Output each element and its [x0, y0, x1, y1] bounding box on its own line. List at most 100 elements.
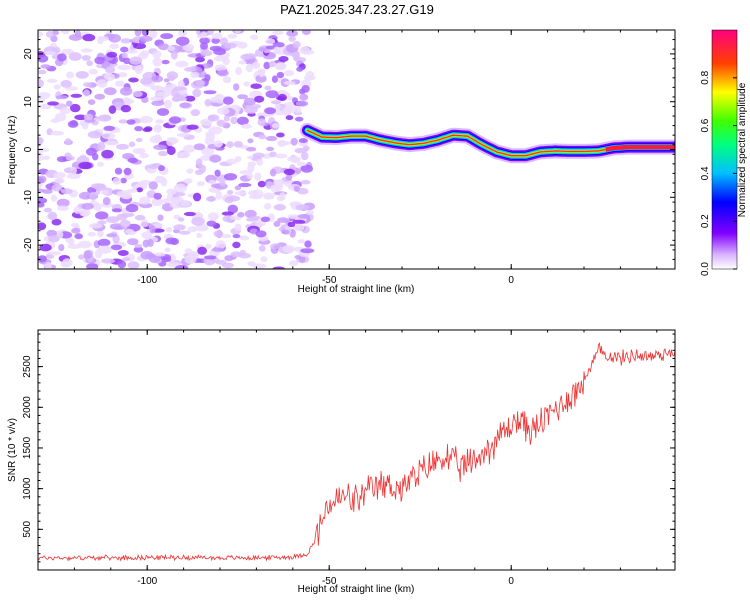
noise-blob [234, 223, 242, 232]
noise-blob [294, 106, 302, 114]
noise-blob [276, 71, 285, 79]
noise-blob [285, 115, 294, 121]
noise-blob [62, 258, 73, 268]
noise-blob [179, 200, 191, 207]
noise-blob [205, 133, 216, 141]
noise-blob [214, 169, 221, 177]
noise-blob [292, 219, 306, 224]
noise-blob [38, 155, 46, 161]
noise-blob [108, 105, 117, 114]
noise-blob [257, 118, 267, 127]
noise-blob [234, 156, 242, 162]
noise-blob [38, 103, 52, 110]
noise-blob [173, 183, 187, 193]
noise-blob [243, 81, 250, 87]
colorbar: 0.0 0.2 0.4 0.6 0.8 Normalized spectral ampl… [700, 29, 748, 276]
noise-blob [264, 38, 276, 45]
noise-blob [223, 173, 238, 181]
noise-blob [193, 143, 206, 151]
x-tick-label: -50 [322, 275, 337, 286]
noise-blob [256, 159, 264, 166]
noise-blob [162, 198, 171, 204]
noise-blob [163, 99, 173, 109]
noise-blob [86, 263, 99, 269]
noise-blob [285, 174, 293, 181]
noise-blob [278, 141, 292, 146]
noise-blob [38, 78, 44, 88]
noise-blob [213, 230, 224, 238]
noise-blob [245, 63, 254, 73]
noise-blob [299, 93, 309, 101]
noise-blob [118, 119, 128, 124]
noise-blob [125, 204, 139, 213]
noise-blob [297, 239, 306, 244]
noise-blob [120, 104, 132, 113]
noise-blob [112, 177, 122, 185]
noise-blob [80, 48, 93, 53]
noise-blob [125, 228, 135, 235]
noise-blob [195, 158, 203, 167]
noise-blob [274, 103, 281, 112]
noise-blob [104, 73, 115, 82]
colorbar-tick-label: 0.8 [700, 70, 711, 84]
noise-blob [270, 243, 282, 250]
noise-blob [164, 247, 171, 253]
noise-blob [108, 33, 121, 43]
noise-blob [104, 140, 119, 146]
noise-blob [221, 234, 232, 239]
noise-blob [65, 138, 72, 146]
noise-blob [121, 52, 128, 59]
noise-blob [141, 30, 150, 36]
noise-blob [215, 259, 227, 265]
noise-blob [283, 80, 296, 86]
snr-series-line [38, 342, 675, 562]
noise-blob [158, 165, 165, 172]
noise-blob [237, 94, 249, 100]
noise-blob [269, 168, 277, 177]
noise-blob [163, 78, 170, 83]
noise-blob [139, 35, 153, 42]
noise-blob [82, 122, 89, 130]
noise-blob [126, 119, 136, 125]
noise-blob [82, 33, 96, 42]
noise-blob [195, 223, 209, 232]
noise-blob [103, 125, 116, 131]
noise-blob [122, 257, 131, 262]
noise-blob [78, 254, 85, 260]
noise-blob [296, 161, 307, 167]
noise-blob [235, 67, 243, 76]
noise-blob [114, 167, 123, 175]
noise-blob [128, 77, 139, 83]
noise-blob [186, 124, 199, 130]
noise-blob [166, 146, 176, 156]
noise-blob [166, 138, 175, 147]
noise-blob [306, 210, 314, 215]
noise-blob [81, 202, 94, 210]
noise-blob [122, 153, 135, 160]
noise-blob [274, 153, 288, 159]
noise-blob [203, 90, 217, 95]
noise-blob [120, 38, 132, 44]
noise-blob [67, 120, 79, 128]
noise-blob [284, 69, 294, 77]
noise-blob [151, 75, 164, 83]
noise-blob [206, 30, 214, 36]
noise-blob [47, 211, 58, 221]
noise-blob [57, 53, 67, 62]
noise-blob [38, 137, 43, 146]
noise-blob [222, 76, 232, 84]
noise-blob [104, 87, 117, 96]
noise-blob [207, 212, 219, 221]
noise-blob [122, 191, 132, 200]
noise-blob [211, 37, 221, 44]
noise-blob [273, 220, 281, 227]
noise-blob [302, 30, 311, 36]
noise-blob [153, 124, 162, 133]
noise-blob [205, 196, 217, 202]
noise-blob [239, 235, 250, 241]
noise-blob [167, 74, 176, 82]
noise-blob [48, 251, 62, 256]
noise-blob [237, 116, 249, 126]
noise-blob [260, 256, 268, 263]
